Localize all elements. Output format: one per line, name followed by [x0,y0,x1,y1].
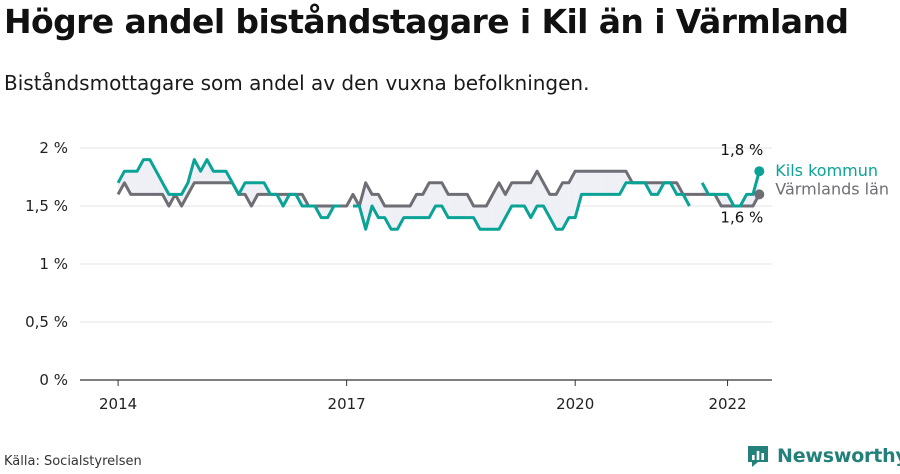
difference-band-segment [219,171,227,183]
series-line-kils-kommun [352,181,691,231]
x-tick-label: 2017 [328,395,366,413]
brand-name: Newsworthy [777,445,900,467]
difference-band-segment [721,194,728,206]
difference-band-segment [403,206,411,218]
difference-band-segment [448,194,455,218]
y-tick-label: 0 % [39,371,68,389]
difference-band-segment [594,171,601,195]
brand-logo: Newsworthy [745,443,900,469]
difference-band-segment [511,182,519,206]
difference-band-segment [479,206,487,230]
difference-band-segment [600,171,607,195]
difference-band-segment [321,206,328,218]
difference-band-segment [460,194,468,218]
y-axis-ticks: 0 % 0,5 % 1 % 1,5 % 2 % [25,139,68,389]
difference-band-segment [651,182,658,195]
end-value-label: 1,8 % [720,141,763,159]
difference-band-segment [524,182,531,218]
series-lines [116,158,761,231]
y-tick-label: 0,5 % [25,313,68,331]
difference-band-segment [391,206,398,230]
newsworthy-logo-icon [748,446,768,467]
difference-band-segment [581,171,588,195]
y-tick-label: 1,5 % [25,197,68,215]
legend-entry: Värmlands län [775,179,889,198]
end-point-marker [754,189,765,200]
end-value-label: 1,6 % [720,208,763,226]
difference-band-segment [486,194,493,230]
difference-band-segment [213,171,220,183]
difference-band-segment [143,159,150,195]
y-tick-label: 2 % [39,139,68,157]
difference-band-segment [537,171,544,206]
end-point-marker [754,166,765,177]
difference-band-segment [518,182,525,206]
x-axis: 2014 2017 2020 2022 [99,380,747,413]
legend-entry: Kils kommun [775,161,878,180]
difference-band-segment [575,171,582,218]
x-tick-label: 2014 [99,395,137,413]
difference-band-segment [416,194,423,218]
series-line-varmlands-lan [116,169,761,208]
source-note: Källa: Socialstyrelsen [4,454,142,469]
y-tick-label: 1 % [39,255,68,273]
grid-lines [80,147,772,381]
difference-band-segment [606,171,614,195]
chart-subtitle: Biståndsmottagare som andel av den vuxna… [4,71,590,95]
difference-band-segment [359,182,366,230]
series-line-kils-kommun [116,158,341,220]
difference-band-segment [746,194,753,206]
difference-band-segment [257,182,265,195]
difference-band-segment [435,182,442,206]
series-end-markers: 1,8 % 1,6 % [720,141,765,226]
difference-band-segment [587,171,595,195]
chart-title: Högre andel biståndstagare i Kil än i Vä… [4,2,849,41]
difference-band-segment [130,171,138,195]
difference-band-segment [429,182,436,218]
series-line-kils-kommun [700,170,761,208]
difference-band-segment [613,171,620,195]
x-tick-label: 2022 [708,395,746,413]
x-tick-label: 2020 [556,395,594,413]
difference-band-segment [454,194,461,218]
